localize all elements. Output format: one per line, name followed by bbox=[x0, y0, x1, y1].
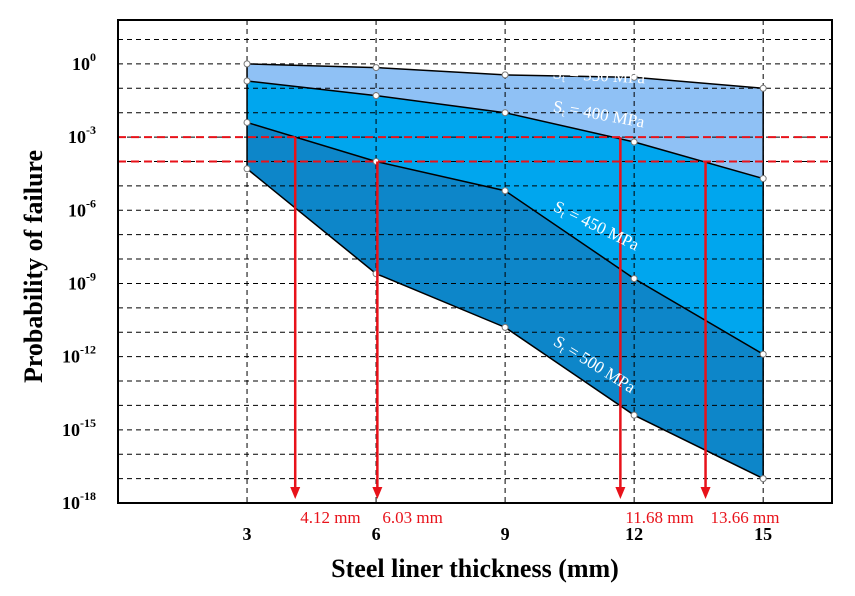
data-point bbox=[501, 323, 509, 331]
x-tick-label: 15 bbox=[754, 524, 772, 544]
data-point bbox=[759, 175, 767, 183]
y-tick-label: 10-6 bbox=[68, 196, 96, 220]
x-tick-label: 9 bbox=[501, 524, 510, 544]
data-point bbox=[372, 64, 380, 72]
y-axis-title: Probability of failure bbox=[19, 150, 48, 383]
drop-arrow-head bbox=[372, 487, 383, 499]
data-point bbox=[243, 165, 251, 173]
drop-arrow-head bbox=[615, 487, 626, 499]
y-tick-label: 100 bbox=[72, 50, 96, 74]
y-tick-label: 10-15 bbox=[62, 416, 96, 440]
x-tick-label: 3 bbox=[243, 524, 252, 544]
plot-frame bbox=[117, 19, 833, 504]
data-point bbox=[630, 411, 638, 419]
drop-arrow-head bbox=[290, 487, 301, 499]
y-tick-label: 10-18 bbox=[62, 489, 96, 513]
x-tick-label: 6 bbox=[372, 524, 381, 544]
drop-arrow-head bbox=[700, 487, 711, 499]
data-point bbox=[759, 84, 767, 92]
data-point bbox=[243, 60, 251, 68]
y-tick-label: 10-9 bbox=[68, 269, 96, 293]
data-point bbox=[630, 73, 638, 81]
threshold-layer bbox=[118, 136, 832, 499]
data-point bbox=[759, 350, 767, 358]
data-point bbox=[630, 138, 638, 146]
thickness-annotation: 13.66 mm bbox=[711, 508, 780, 527]
tick-layer: 3 6 9 12 15 100 10-3 10-6 10-9 10-12 10-15 10-18 bbox=[62, 50, 772, 544]
data-point bbox=[630, 275, 638, 283]
data-point bbox=[501, 71, 509, 79]
x-tick-label: 12 bbox=[625, 524, 643, 544]
data-point bbox=[501, 187, 509, 195]
thickness-annotation: 11.68 mm bbox=[625, 508, 693, 527]
data-point bbox=[243, 77, 251, 85]
y-tick-label: 10-12 bbox=[62, 343, 96, 367]
thickness-annotation: 4.12 mm bbox=[300, 508, 360, 527]
data-point bbox=[759, 475, 767, 483]
x-axis-title: Steel liner thickness (mm) bbox=[331, 554, 619, 583]
series-line-layer bbox=[243, 60, 767, 483]
y-tick-label: 10-3 bbox=[68, 123, 96, 147]
data-point bbox=[243, 118, 251, 126]
data-point bbox=[372, 92, 380, 100]
thickness-annotation: 6.03 mm bbox=[382, 508, 442, 527]
series-label: St = 350 MPa bbox=[552, 64, 646, 90]
data-point bbox=[501, 109, 509, 117]
